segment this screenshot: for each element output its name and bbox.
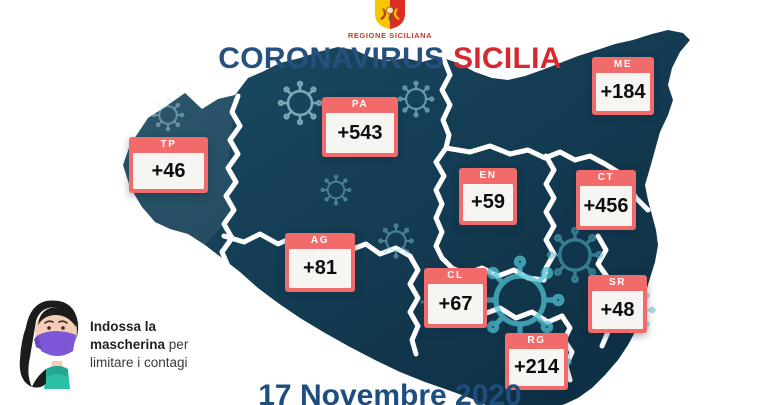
region-logo-label: REGIONE SICILIANA (347, 31, 433, 40)
province-code: ME (613, 59, 633, 70)
trinacria-shield-icon (375, 0, 405, 30)
province-card-en: EN +59 (459, 168, 517, 225)
province-card-ag: AG +81 (285, 233, 355, 292)
title-sicilia: SICILIA (444, 42, 562, 75)
province-card-me: ME +184 (592, 57, 654, 115)
province-value: +543 (326, 113, 394, 153)
province-value: +184 (596, 73, 650, 111)
province-card-ct: CT +456 (576, 170, 636, 230)
page-title: CORONAVIRUS SICILIA (0, 42, 780, 76)
province-code: RG (527, 335, 546, 346)
region-logo: REGIONE SICILIANA (0, 0, 780, 40)
province-value: +48 (592, 291, 643, 329)
province-card-tp: TP +46 (129, 137, 208, 193)
report-date: 17 Novembre 2020 (258, 379, 522, 405)
province-value: +46 (133, 153, 204, 189)
province-value: +214 (509, 349, 564, 386)
province-code: EN (479, 170, 497, 181)
province-code: CL (447, 270, 464, 281)
title-coronavirus: CORONAVIRUS (218, 42, 445, 75)
province-code: TP (160, 139, 177, 150)
province-value: +67 (428, 284, 483, 324)
mask-note: Indossa la mascherina per limitare i con… (90, 318, 200, 371)
province-code: AG (310, 235, 330, 246)
mask-note-bold-1: Indossa la (90, 319, 157, 334)
province-card-cl: CL +67 (424, 268, 487, 328)
mask-note-rest: per (165, 336, 189, 352)
province-code: CT (597, 172, 615, 183)
mask-illustration (16, 297, 86, 396)
province-value: +59 (463, 184, 513, 221)
province-card-rg: RG +214 (505, 333, 568, 390)
mask-note-bold-2: mascherina (90, 336, 166, 352)
province-card-sr: SR +48 (588, 275, 647, 333)
province-card-pa: PA +543 (322, 97, 398, 157)
province-code: SR (608, 277, 627, 288)
woman-with-mask-icon (19, 300, 79, 389)
province-code: PA (351, 99, 369, 110)
province-value: +81 (289, 249, 351, 288)
province-value: +456 (580, 186, 632, 226)
sicily-island (123, 30, 690, 405)
mask-note-line-3: limitare i contagi (90, 354, 188, 370)
